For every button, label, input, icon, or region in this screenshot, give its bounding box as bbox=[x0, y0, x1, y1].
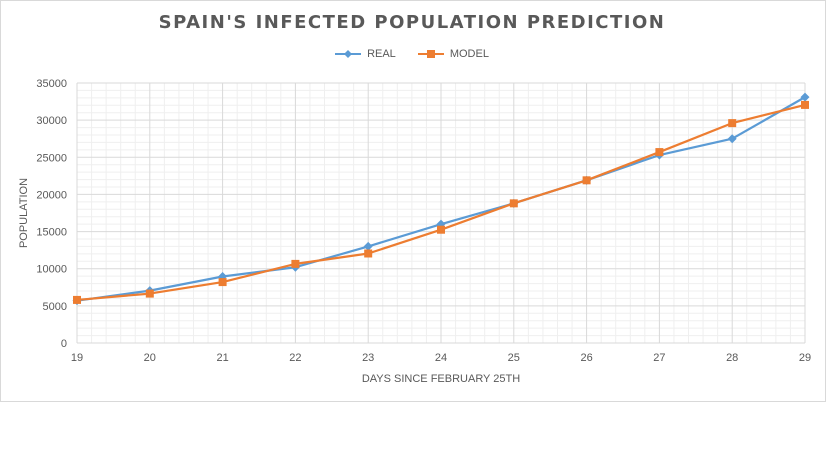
x-tick-label: 26 bbox=[580, 352, 592, 364]
y-tick-label: 15000 bbox=[36, 227, 67, 239]
legend: REAL MODEL bbox=[0, 48, 824, 60]
series-markers bbox=[72, 92, 810, 306]
data-point-model bbox=[801, 100, 809, 109]
y-tick-label: 25000 bbox=[36, 152, 67, 164]
x-tick-label: 27 bbox=[653, 352, 665, 364]
x-axis-label: DAYS SINCE FEBRUARY 25TH bbox=[362, 373, 520, 385]
data-point-model bbox=[73, 295, 81, 304]
y-tick-label: 35000 bbox=[36, 78, 67, 90]
x-axis-ticks: 19 20 21 22 23 24 25 26 27 28 29 bbox=[71, 352, 811, 364]
legend-label-model: MODEL bbox=[449, 48, 489, 60]
x-tick-label: 28 bbox=[726, 352, 738, 364]
y-tick-label: 30000 bbox=[36, 115, 67, 127]
y-axis-label: POPULATION bbox=[18, 178, 30, 248]
x-tick-label: 23 bbox=[362, 352, 374, 364]
data-point-model bbox=[728, 119, 737, 128]
data-point-real bbox=[363, 241, 373, 251]
x-tick-label: 19 bbox=[71, 352, 83, 364]
major-gridlines bbox=[76, 82, 806, 344]
data-point-model bbox=[509, 199, 518, 208]
data-point-model bbox=[437, 225, 445, 234]
data-point-model bbox=[655, 148, 664, 157]
y-tick-label: 10000 bbox=[36, 264, 67, 276]
data-point-model bbox=[582, 176, 591, 185]
data-point-model bbox=[218, 278, 227, 287]
legend-item-model: MODEL bbox=[417, 48, 489, 60]
x-tick-label: 20 bbox=[144, 352, 156, 364]
chart-title: SPAIN'S INFECTED POPULATION PREDICTION bbox=[158, 12, 666, 33]
x-tick-label: 29 bbox=[799, 352, 811, 364]
y-tick-label: 0 bbox=[61, 338, 67, 350]
legend-label-real: REAL bbox=[367, 48, 396, 60]
data-point-real bbox=[727, 134, 737, 144]
data-point-real bbox=[800, 92, 810, 102]
x-tick-label: 25 bbox=[508, 352, 520, 364]
data-point-model bbox=[364, 249, 373, 258]
data-point-model bbox=[145, 289, 154, 298]
y-tick-label: 20000 bbox=[36, 189, 67, 201]
legend-item-real: REAL bbox=[335, 48, 396, 60]
x-tick-label: 24 bbox=[435, 352, 447, 364]
x-tick-label: 21 bbox=[216, 352, 228, 364]
line-chart: 0 5000 10000 15000 20000 25000 30000 35000 19 20… bbox=[18, 78, 811, 385]
data-point-model bbox=[291, 259, 300, 268]
x-tick-label: 22 bbox=[289, 352, 301, 364]
y-tick-label: 5000 bbox=[43, 301, 67, 313]
legend-swatch-real bbox=[335, 50, 362, 58]
legend-swatch-model bbox=[417, 50, 444, 58]
y-axis-ticks: 0 5000 10000 15000 20000 25000 30000 35000 bbox=[36, 78, 67, 350]
